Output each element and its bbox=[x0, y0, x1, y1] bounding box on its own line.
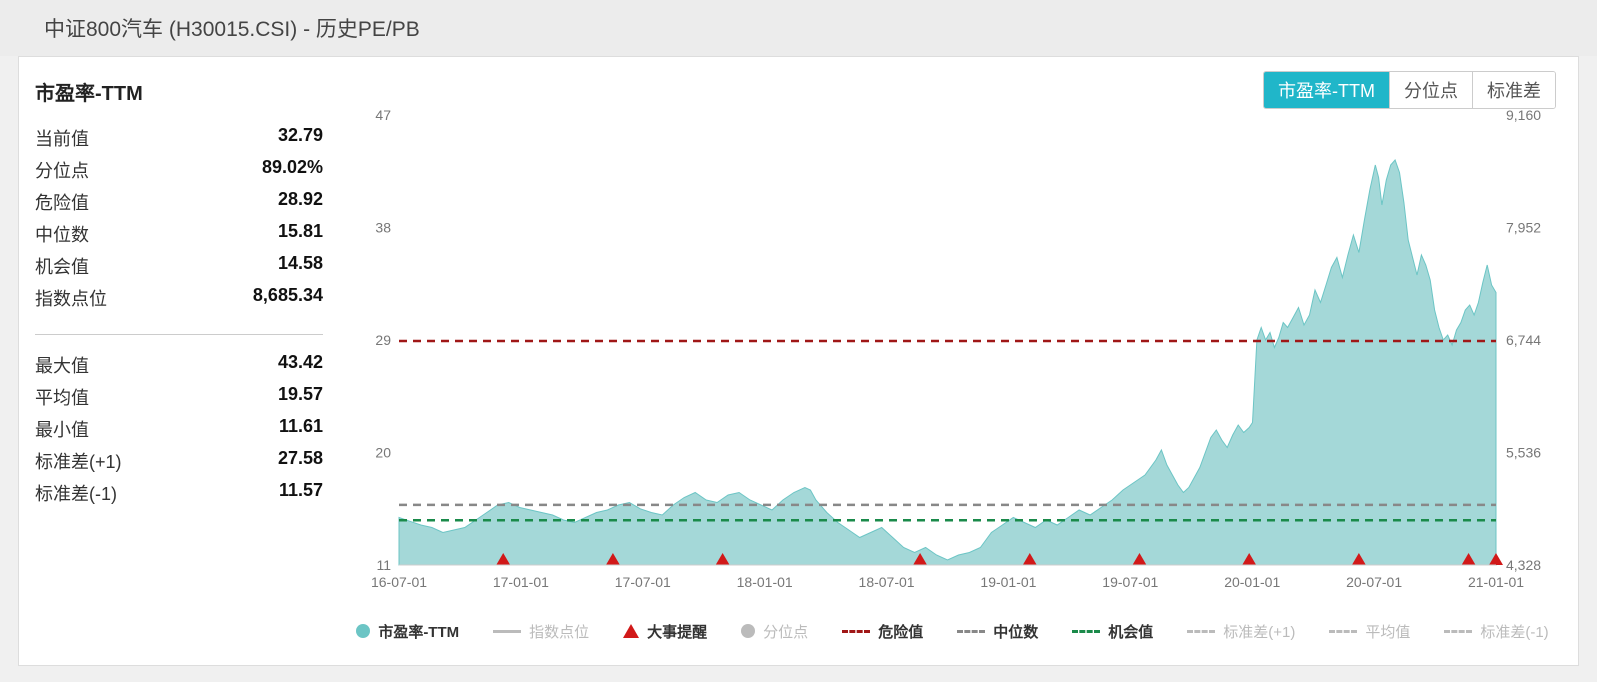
stat-row: 指数点位 8,685.34 bbox=[29, 282, 329, 314]
legend-swatch bbox=[1072, 630, 1100, 633]
legend-label: 危险值 bbox=[878, 621, 923, 642]
legend-item-risk[interactable]: 危险值 bbox=[842, 621, 923, 642]
stat-value: 11.57 bbox=[279, 480, 323, 506]
stat-value: 27.58 bbox=[278, 448, 323, 474]
legend-item-sd1[interactable]: 标准差(+1) bbox=[1187, 621, 1295, 642]
legend-item-opp[interactable]: 机会值 bbox=[1072, 621, 1153, 642]
stat-label: 最大值 bbox=[35, 352, 89, 378]
stat-row: 机会值 14.58 bbox=[29, 250, 329, 282]
page-header: 中证800汽车 (H30015.CSI) - 历史PE/PB bbox=[0, 0, 1597, 56]
stat-row: 中位数 15.81 bbox=[29, 218, 329, 250]
stats-block-1: 当前值 32.79 分位点 89.02% 危险值 28.92 中位数 15.81 机会值 14.5… bbox=[29, 122, 329, 314]
stat-value: 32.79 bbox=[278, 125, 323, 151]
tab-0[interactable]: 市盈率-TTM bbox=[1264, 72, 1389, 108]
legend-label: 中位数 bbox=[993, 621, 1038, 642]
stat-value: 43.42 bbox=[278, 352, 323, 378]
stat-row: 当前值 32.79 bbox=[29, 122, 329, 154]
legend-swatch bbox=[842, 630, 870, 633]
legend-label: 平均值 bbox=[1365, 621, 1410, 642]
stat-value: 11.61 bbox=[279, 416, 323, 442]
svg-text:16-07-01: 16-07-01 bbox=[371, 574, 427, 590]
stat-row: 最小值 11.61 bbox=[29, 413, 329, 445]
svg-text:38: 38 bbox=[375, 220, 391, 236]
stat-value: 28.92 bbox=[278, 189, 323, 215]
legend-item-evt[interactable]: 大事提醒 bbox=[623, 621, 707, 642]
stat-row: 标准差(+1) 27.58 bbox=[29, 445, 329, 477]
stats-divider bbox=[35, 334, 323, 335]
stat-row: 分位点 89.02% bbox=[29, 154, 329, 186]
svg-text:5,536: 5,536 bbox=[1506, 445, 1541, 461]
svg-text:17-07-01: 17-07-01 bbox=[615, 574, 671, 590]
legend-item-sd2[interactable]: 标准差(-1) bbox=[1444, 621, 1548, 642]
stat-value: 89.02% bbox=[262, 157, 323, 183]
stats-title: 市盈率-TTM bbox=[29, 71, 329, 122]
stat-value: 15.81 bbox=[278, 221, 323, 247]
stat-label: 机会值 bbox=[35, 253, 89, 279]
pe-history-chart[interactable]: 11 20 29 38 47 4,328 5,536 6,744 7,952 9,160 16-07… bbox=[349, 105, 1556, 599]
main-panel: 市盈率-TTM分位点标准差 市盈率-TTM 当前值32.79分位点89.02%危… bbox=[18, 56, 1579, 666]
svg-text:19-01-01: 19-01-01 bbox=[980, 574, 1036, 590]
legend-swatch bbox=[741, 624, 755, 638]
page-title: 中证800汽车 (H30015.CSI) - 历史PE/PB bbox=[44, 13, 420, 43]
svg-text:19-07-01: 19-07-01 bbox=[1102, 574, 1158, 590]
stat-label: 最小值 bbox=[35, 416, 89, 442]
svg-text:18-07-01: 18-07-01 bbox=[859, 574, 915, 590]
svg-text:11: 11 bbox=[376, 557, 391, 573]
svg-text:20-07-01: 20-07-01 bbox=[1346, 574, 1402, 590]
stats-sidebar: 市盈率-TTM 当前值 32.79 分位点 89.02% 危险值 28.92 中位数 15.8… bbox=[29, 71, 329, 509]
svg-text:29: 29 bbox=[375, 332, 391, 348]
legend-swatch bbox=[356, 624, 370, 638]
legend-label: 标准差(-1) bbox=[1480, 621, 1548, 642]
legend-swatch bbox=[623, 624, 639, 638]
legend-label: 市盈率-TTM bbox=[378, 621, 459, 642]
stat-label: 分位点 bbox=[35, 157, 89, 183]
stat-row: 最大值 43.42 bbox=[29, 349, 329, 381]
stat-label: 危险值 bbox=[35, 189, 89, 215]
legend-label: 标准差(+1) bbox=[1223, 621, 1295, 642]
legend-item-avg[interactable]: 平均值 bbox=[1329, 621, 1410, 642]
legend-label: 指数点位 bbox=[529, 621, 589, 642]
svg-text:18-01-01: 18-01-01 bbox=[737, 574, 793, 590]
legend-swatch bbox=[1187, 630, 1215, 633]
svg-text:20-01-01: 20-01-01 bbox=[1224, 574, 1280, 590]
legend-item-pct[interactable]: 分位点 bbox=[741, 621, 808, 642]
svg-text:20: 20 bbox=[375, 445, 391, 461]
stat-label: 标准差(+1) bbox=[35, 448, 122, 474]
stat-row: 危险值 28.92 bbox=[29, 186, 329, 218]
svg-text:4,328: 4,328 bbox=[1506, 557, 1541, 573]
svg-text:47: 47 bbox=[375, 107, 391, 123]
svg-text:9,160: 9,160 bbox=[1506, 107, 1541, 123]
legend-item-idx[interactable]: 指数点位 bbox=[493, 621, 589, 642]
svg-text:7,952: 7,952 bbox=[1506, 220, 1541, 236]
stat-value: 14.58 bbox=[278, 253, 323, 279]
legend-label: 大事提醒 bbox=[647, 621, 707, 642]
svg-text:17-01-01: 17-01-01 bbox=[493, 574, 549, 590]
legend-swatch bbox=[1444, 630, 1472, 633]
stat-value: 19.57 bbox=[278, 384, 323, 410]
stat-label: 标准差(-1) bbox=[35, 480, 117, 506]
stats-block-2: 最大值43.42平均值19.57最小值11.61标准差(+1)27.58标准差(… bbox=[29, 349, 329, 509]
stat-label: 指数点位 bbox=[35, 285, 107, 311]
legend-label: 分位点 bbox=[763, 621, 808, 642]
tab-2[interactable]: 标准差 bbox=[1472, 72, 1555, 108]
metric-tabs: 市盈率-TTM分位点标准差 bbox=[1263, 71, 1556, 109]
chart-legend: 市盈率-TTM 指数点位 大事提醒 分位点 危险值 中位数 机会值 标准差(+1) 平均值 标准差… bbox=[349, 603, 1556, 659]
legend-label: 机会值 bbox=[1108, 621, 1153, 642]
svg-text:21-01-01: 21-01-01 bbox=[1468, 574, 1524, 590]
stat-row: 标准差(-1) 11.57 bbox=[29, 477, 329, 509]
stat-label: 当前值 bbox=[35, 125, 89, 151]
stat-value: 8,685.34 bbox=[253, 285, 323, 311]
legend-item-pe[interactable]: 市盈率-TTM bbox=[356, 621, 459, 642]
stat-label: 平均值 bbox=[35, 384, 89, 410]
tab-1[interactable]: 分位点 bbox=[1389, 72, 1472, 108]
stat-row: 平均值 19.57 bbox=[29, 381, 329, 413]
legend-swatch bbox=[957, 630, 985, 633]
svg-text:6,744: 6,744 bbox=[1506, 332, 1541, 348]
legend-swatch bbox=[493, 630, 521, 633]
stat-label: 中位数 bbox=[35, 221, 89, 247]
legend-swatch bbox=[1329, 630, 1357, 633]
legend-item-med[interactable]: 中位数 bbox=[957, 621, 1038, 642]
